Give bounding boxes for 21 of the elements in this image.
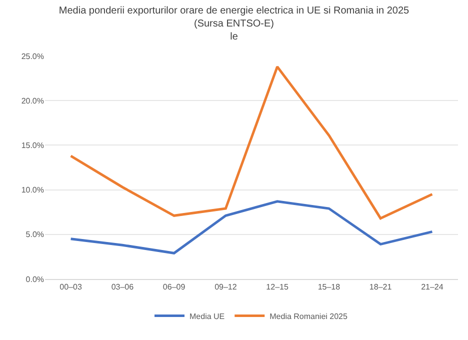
y-tick-label: 25.0%	[21, 52, 44, 61]
legend-label: Media UE	[190, 312, 225, 321]
y-tick-label: 20.0%	[21, 96, 44, 106]
line-series	[70, 65, 434, 220]
chart-subtitle: (Sursa ENTSO-E)	[194, 18, 274, 30]
x-tick-label: 06–09	[162, 282, 186, 292]
x-tick-label: 03–06	[111, 282, 134, 292]
text: le	[230, 32, 238, 43]
chart-title: Media ponderii exporturilor orare de energie electrica in UE si Romania in 2025	[58, 6, 410, 17]
x-tick-label: 12–15	[266, 282, 289, 292]
y-tick-label: 0.0%	[26, 274, 44, 284]
y-tick-label: 15.0%	[21, 141, 44, 150]
y-tick-label: 10.0%	[21, 186, 44, 195]
x-tick-label: 21–24	[421, 282, 444, 292]
x-tick-label: 18–21	[369, 282, 392, 292]
legend-label: Media Romaniei 2025	[270, 312, 348, 321]
line-series	[70, 200, 434, 254]
x-tick-label: 00–03	[60, 282, 82, 292]
x-tick-label: 15–18	[318, 282, 341, 292]
x-tick-label: 09–12	[214, 282, 238, 292]
y-tick-label: 5.0%	[26, 230, 44, 240]
